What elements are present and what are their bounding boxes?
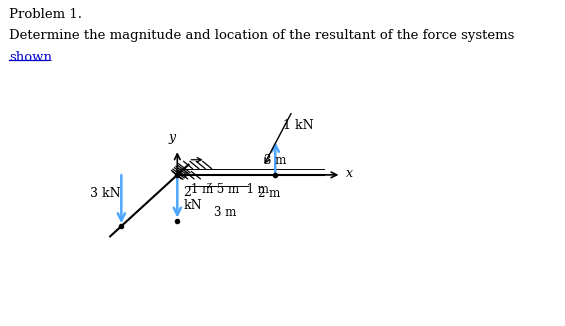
Text: 3 m: 3 m <box>214 206 236 219</box>
Text: 3 m: 3 m <box>264 154 286 167</box>
Text: 5 m  1 m: 5 m 1 m <box>213 183 269 196</box>
Text: Problem 1.: Problem 1. <box>9 8 82 21</box>
Text: 2: 2 <box>183 186 191 199</box>
Text: x: x <box>346 167 353 180</box>
Text: 3 kN: 3 kN <box>89 187 120 200</box>
Text: kN: kN <box>183 199 202 212</box>
Text: 2 m: 2 m <box>258 187 280 200</box>
Text: 1 kN: 1 kN <box>282 120 313 132</box>
Text: 1 m: 1 m <box>191 183 213 196</box>
Text: y: y <box>169 131 176 144</box>
Text: z: z <box>207 181 212 190</box>
Text: shown: shown <box>9 51 52 64</box>
Text: Determine the magnitude and location of the resultant of the force systems: Determine the magnitude and location of … <box>9 29 514 42</box>
